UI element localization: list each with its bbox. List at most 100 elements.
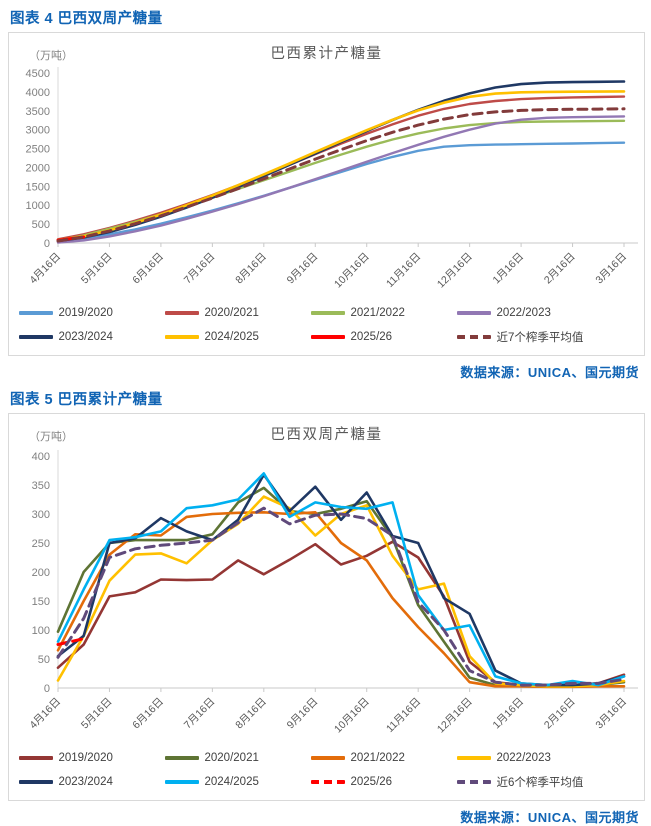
legend-item-近7个榨季平均值: 近7个榨季平均值	[456, 329, 635, 345]
legend-swatch-2021/2022	[310, 311, 345, 315]
series-2025/26	[56, 637, 86, 646]
legend-label-近7个榨季平均值: 近7个榨季平均值	[496, 332, 584, 344]
svg-text:0: 0	[44, 238, 50, 250]
series-近6个榨季平均值	[56, 506, 626, 687]
legend-label-2021/2022: 2021/2022	[350, 752, 405, 764]
legend-item-2022/2023: 2022/2023	[456, 751, 635, 765]
svg-text:1500: 1500	[26, 181, 50, 193]
legend-item-2025/26: 2025/26	[310, 329, 457, 345]
svg-text:1月16日: 1月16日	[490, 696, 526, 732]
figure4-chart-title: 巴西累计产糖量	[270, 46, 383, 62]
series-2019/2020	[56, 141, 626, 243]
svg-text:350: 350	[32, 480, 50, 492]
legend-item-2024/2025: 2024/2025	[164, 774, 311, 790]
svg-text:8月16日: 8月16日	[233, 251, 269, 287]
axes: 0 500 1000 1500 2000 2500 3000 3500 4000 4500 4月16…	[26, 67, 638, 290]
svg-text:250: 250	[32, 538, 50, 550]
series-近7个榨季平均值	[56, 107, 626, 243]
series-2023/2024	[56, 80, 626, 243]
legend-item-2025/26: 2025/26	[310, 774, 457, 790]
svg-text:3000: 3000	[26, 125, 50, 137]
series-2021/2022	[56, 510, 626, 689]
svg-text:200: 200	[32, 567, 50, 579]
svg-text:9月16日: 9月16日	[285, 696, 321, 732]
legend-item-2019/2020: 2019/2020	[18, 751, 165, 765]
legend-label-2025/26: 2025/26	[350, 776, 393, 788]
legend-swatch-近7个榨季平均值	[456, 335, 491, 339]
figure4-plot-area: 0 500 1000 1500 2000 2500 3000 3500 4000 4500 4月16…	[10, 63, 643, 304]
svg-text:3月16日: 3月16日	[593, 251, 629, 287]
figure4-section: 图表 4 巴西双周产糖量 （万吨） 巴西累计产糖量 0 500 1000 1500 20…	[0, 7, 651, 381]
legend-label-2023/2024: 2023/2024	[58, 776, 113, 788]
legend-item-近6个榨季平均值: 近6个榨季平均值	[456, 774, 635, 790]
legend-swatch-2024/2025	[164, 335, 199, 339]
legend-label-2019/2020: 2019/2020	[58, 307, 113, 319]
series-2024/2025	[56, 472, 626, 687]
figure4-unit-label: （万吨）	[29, 50, 73, 62]
series-2022/2023	[56, 115, 626, 244]
svg-text:1000: 1000	[26, 200, 50, 212]
plot0-svg: 0 500 1000 1500 2000 2500 3000 3500 4000 4500 4月16…	[26, 67, 638, 290]
svg-text:150: 150	[32, 596, 50, 608]
svg-text:5月16日: 5月16日	[79, 251, 115, 287]
svg-text:2月16日: 2月16日	[542, 251, 578, 287]
legend-swatch-2020/2021	[164, 311, 199, 315]
legend-swatch-2021/2022	[310, 756, 345, 760]
svg-text:12月16日: 12月16日	[435, 251, 475, 291]
legend-item-2022/2023: 2022/2023	[456, 306, 635, 320]
legend-label-2019/2020: 2019/2020	[58, 752, 113, 764]
figure5-section: 图表 5 巴西累计产糖量 （万吨） 巴西双周产糖量 0 50 100 150 200 25…	[0, 388, 651, 826]
svg-text:10月16日: 10月16日	[332, 696, 372, 736]
legend-label-2020/2021: 2020/2021	[204, 752, 259, 764]
legend-item-2019/2020: 2019/2020	[18, 306, 165, 320]
figure5-plot-area: 0 50 100 150 200 250 300 350 400 4月16日 5月16日 6月16日 7…	[10, 444, 643, 749]
legend-item-2021/2022: 2021/2022	[310, 751, 457, 765]
svg-text:7月16日: 7月16日	[182, 251, 218, 287]
svg-text:300: 300	[32, 509, 50, 521]
axes: 0 50 100 150 200 250 300 350 400 4月16日 5月16日 6月16日 7…	[27, 450, 638, 735]
svg-text:50: 50	[38, 654, 50, 666]
legend-swatch-2019/2020	[18, 311, 53, 315]
svg-text:4500: 4500	[26, 68, 50, 80]
legend-label-2022/2023: 2022/2023	[496, 752, 551, 764]
figure4-title-row: （万吨） 巴西累计产糖量	[9, 39, 644, 63]
figure5-header: 图表 5 巴西累计产糖量	[10, 392, 163, 408]
svg-text:100: 100	[32, 625, 50, 637]
legend-item-2020/2021: 2020/2021	[164, 306, 311, 320]
svg-text:0: 0	[44, 683, 50, 695]
svg-text:12月16日: 12月16日	[435, 696, 475, 736]
legend-swatch-2025/26	[310, 335, 345, 339]
svg-text:500: 500	[32, 219, 50, 231]
svg-text:11月16日: 11月16日	[384, 696, 423, 735]
legend-swatch-2019/2020	[18, 756, 53, 760]
legend-swatch-近6个榨季平均值	[456, 780, 491, 784]
legend-swatch-2022/2023	[456, 756, 491, 760]
legend-item-2020/2021: 2020/2021	[164, 751, 311, 765]
series-2020/2021	[56, 95, 626, 241]
plot1-svg: 0 50 100 150 200 250 300 350 400 4月16日 5月16日 6月16日 7…	[27, 450, 638, 735]
legend-label-2024/2025: 2024/2025	[204, 331, 259, 343]
figure5-source: 数据来源：UNICA、国元期货	[460, 810, 639, 825]
svg-text:8月16日: 8月16日	[233, 696, 269, 732]
svg-text:3月16日: 3月16日	[593, 696, 629, 732]
figure4-chart-box: （万吨） 巴西累计产糖量 0 500 1000 1500 2000 2500 3000 350…	[8, 32, 645, 356]
series-2019/2020	[56, 540, 626, 687]
legend-swatch-2022/2023	[456, 311, 491, 315]
svg-text:10月16日: 10月16日	[332, 251, 372, 291]
legend-label-2025/26: 2025/26	[350, 331, 393, 343]
figure5-title-row: （万吨） 巴西双周产糖量	[9, 420, 644, 444]
legend-swatch-2025/26	[310, 780, 345, 784]
figure4-legend: 2019/2020 2020/2021 2021/2022 2022/2023 2023…	[9, 306, 644, 345]
legend-swatch-2023/2024	[18, 335, 53, 339]
legend-item-2024/2025: 2024/2025	[164, 329, 311, 345]
legend-swatch-2023/2024	[18, 780, 53, 784]
legend-label-2021/2022: 2021/2022	[350, 307, 405, 319]
svg-text:2500: 2500	[26, 144, 50, 156]
figure5-legend: 2019/2020 2020/2021 2021/2022 2022/2023 2023…	[9, 751, 644, 790]
legend-label-2022/2023: 2022/2023	[496, 307, 551, 319]
svg-text:11月16日: 11月16日	[384, 251, 423, 290]
svg-text:2000: 2000	[26, 162, 50, 174]
legend-item-2021/2022: 2021/2022	[310, 306, 457, 320]
legend-label-2024/2025: 2024/2025	[204, 776, 259, 788]
svg-text:6月16日: 6月16日	[130, 251, 166, 287]
